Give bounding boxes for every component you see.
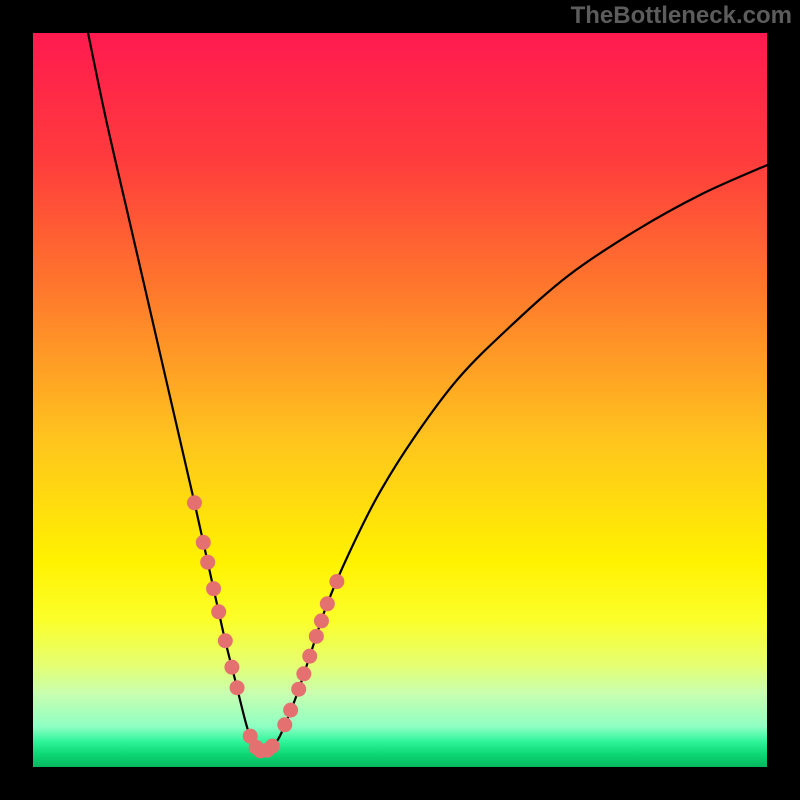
curve-marker bbox=[296, 666, 311, 681]
curve-marker bbox=[211, 604, 226, 619]
figure-root: TheBottleneck.com bbox=[0, 0, 800, 800]
curve-marker bbox=[196, 535, 211, 550]
curve-marker bbox=[314, 613, 329, 628]
plot-area bbox=[33, 33, 767, 767]
curve-marker bbox=[291, 682, 306, 697]
curve-marker bbox=[206, 581, 221, 596]
curve-marker bbox=[283, 703, 298, 718]
curve-marker bbox=[277, 717, 292, 732]
curve-marker bbox=[218, 633, 233, 648]
curve-marker bbox=[187, 495, 202, 510]
gradient-background bbox=[33, 33, 767, 767]
curve-marker bbox=[224, 660, 239, 675]
curve-marker bbox=[302, 649, 317, 664]
curve-marker bbox=[265, 739, 280, 754]
chart-svg bbox=[33, 33, 767, 767]
watermark-text: TheBottleneck.com bbox=[571, 2, 792, 30]
curve-marker bbox=[230, 680, 245, 695]
curve-marker bbox=[320, 596, 335, 611]
curve-marker bbox=[200, 555, 215, 570]
curve-marker bbox=[309, 629, 324, 644]
curve-marker bbox=[329, 574, 344, 589]
